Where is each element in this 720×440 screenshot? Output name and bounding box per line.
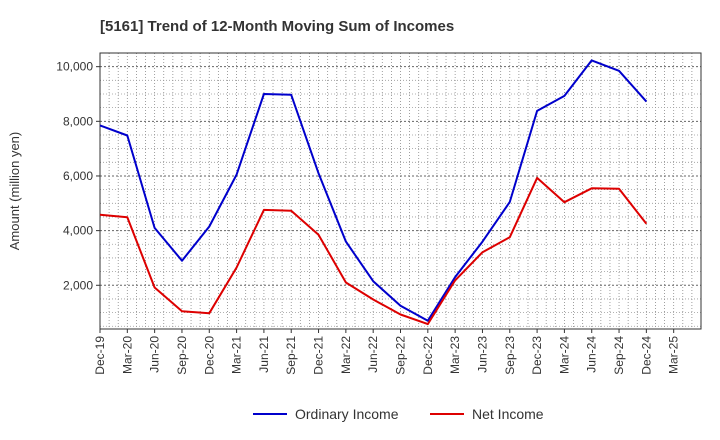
x-tick-label: Jun-24 [585,336,599,373]
y-tick-label: 10,000 [56,60,93,74]
x-axis: Dec-19 Mar-20 Jun-20 Sep-20 Dec-20 Mar-21 Jun-… [93,329,681,375]
y-tick-label: 4,000 [63,224,93,238]
x-tick-label: Dec-24 [639,336,653,375]
series-line-net-income [99,176,648,326]
x-tick-label: Dec-21 [312,336,326,375]
x-tick-label: Sep-23 [503,336,517,375]
legend-label-ordinary-income: Ordinary Income [295,406,399,422]
x-tick-label: Jun-21 [257,336,271,373]
y-tick-label: 8,000 [63,114,93,128]
series-group [99,59,648,326]
x-tick-label: Mar-23 [448,336,462,374]
y-tick-label: 2,000 [63,278,93,292]
x-tick-label: Sep-24 [612,336,626,375]
x-tick-label: Sep-20 [175,336,189,375]
x-tick-label: Dec-23 [530,336,544,375]
x-tick-label: Dec-19 [93,336,107,375]
y-tick-label: 6,000 [63,169,93,183]
series-line-ordinary-income [99,59,648,322]
x-tick-label: Mar-22 [339,336,353,374]
grid [100,53,701,329]
x-tick-label: Mar-24 [557,336,571,374]
x-tick-label: Sep-22 [394,336,408,375]
x-tick-label: Jun-20 [148,336,162,373]
x-tick-label: Mar-25 [667,336,681,374]
y-axis-label: Amount (million yen) [7,132,22,251]
x-tick-label: Dec-20 [202,336,216,375]
x-tick-label: Jun-22 [366,336,380,373]
x-tick-label: Mar-21 [230,336,244,374]
x-tick-label: Mar-20 [120,336,134,374]
x-tick-label: Dec-22 [421,336,435,375]
chart-title: [5161] Trend of 12-Month Moving Sum of I… [100,18,454,35]
y-axis: 2,000 4,000 6,000 8,000 10,000 [56,60,100,292]
x-tick-label: Sep-21 [284,336,298,375]
legend: Ordinary Income Net Income [253,406,544,422]
x-tick-label: Jun-23 [475,336,489,373]
legend-label-net-income: Net Income [472,406,544,422]
